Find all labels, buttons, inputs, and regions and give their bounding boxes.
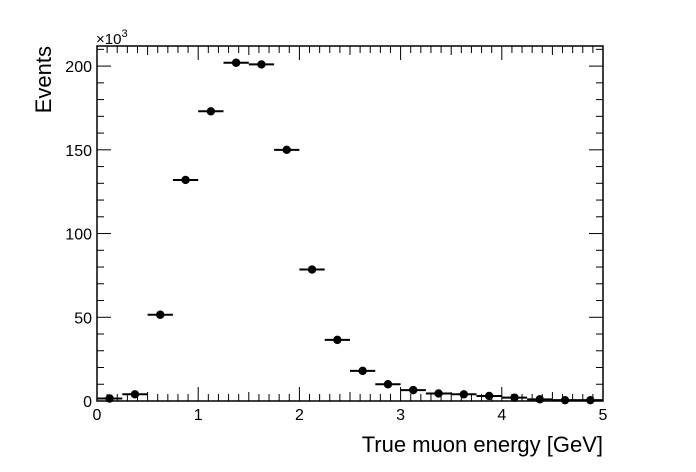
data-point bbox=[459, 390, 469, 399]
data-point bbox=[282, 145, 291, 155]
x-tick-label: 2 bbox=[295, 407, 304, 424]
data-point bbox=[484, 391, 494, 401]
data-point bbox=[130, 390, 140, 399]
data-point bbox=[206, 107, 216, 116]
data-point bbox=[383, 380, 393, 389]
y-tick-label: 50 bbox=[74, 310, 92, 327]
data-point bbox=[231, 58, 241, 67]
y-tick-label: 200 bbox=[65, 59, 92, 76]
data-point bbox=[510, 393, 519, 402]
data-point bbox=[535, 395, 544, 404]
plot-frame bbox=[96, 45, 604, 402]
y-tick-label: 100 bbox=[65, 227, 92, 244]
y-multiplier-base: ×10 bbox=[96, 31, 121, 48]
x-tick-label: 0 bbox=[93, 407, 102, 424]
x-tick-label: 1 bbox=[194, 407, 203, 424]
y-tick-label: 150 bbox=[65, 143, 92, 160]
data-point bbox=[257, 60, 266, 69]
y-multiplier: ×103 bbox=[96, 28, 128, 48]
x-axis-label: True muon energy [GeV] bbox=[362, 432, 603, 457]
data-point bbox=[307, 265, 317, 274]
x-tick-label: 5 bbox=[599, 407, 608, 424]
y-multiplier-exponent: 3 bbox=[121, 28, 127, 40]
marks-layer bbox=[97, 58, 603, 405]
x-tick-label: 4 bbox=[497, 407, 506, 424]
data-point bbox=[181, 175, 190, 185]
data-point bbox=[156, 310, 165, 319]
data-point bbox=[560, 395, 570, 405]
data-point bbox=[333, 335, 342, 345]
y-tick-label: 0 bbox=[83, 394, 92, 411]
data-point bbox=[105, 394, 114, 403]
data-point bbox=[358, 366, 367, 376]
y-axis-label: Events bbox=[31, 46, 56, 113]
data-point bbox=[586, 395, 595, 405]
x-tick-label: 3 bbox=[396, 407, 405, 424]
data-point bbox=[409, 385, 418, 395]
data-point bbox=[434, 389, 443, 398]
